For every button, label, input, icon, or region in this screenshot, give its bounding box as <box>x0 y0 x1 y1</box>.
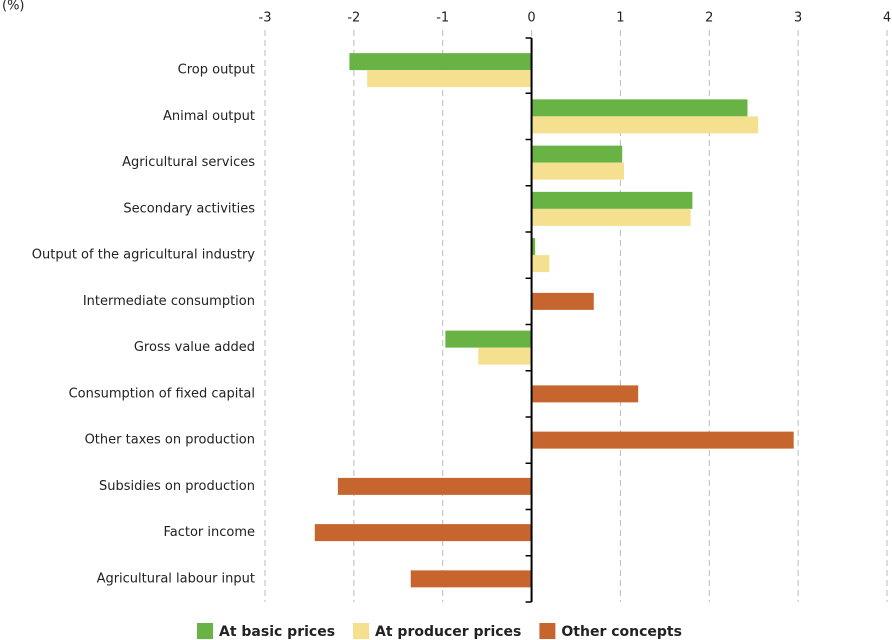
bar <box>445 330 532 348</box>
bar <box>337 477 532 495</box>
y-tick-label: Animal output <box>163 109 255 124</box>
y-tick-label: Agricultural services <box>122 155 255 170</box>
bar <box>531 255 550 273</box>
x-tick-label: 2 <box>705 11 713 26</box>
bar <box>531 99 748 117</box>
bar <box>531 145 623 163</box>
axis-label: (%) <box>2 0 25 14</box>
bar <box>531 162 624 180</box>
y-tick-label: Consumption of fixed capital <box>69 386 255 401</box>
bar <box>314 524 532 542</box>
bar <box>367 70 532 88</box>
y-tick-label: Other taxes on production <box>85 433 255 448</box>
bar <box>531 292 594 310</box>
x-tick-label: 1 <box>616 11 624 26</box>
legend-swatch <box>539 623 556 639</box>
legend-label: At basic prices <box>219 624 335 640</box>
y-tick-label: Crop output <box>178 63 255 78</box>
bar <box>531 238 536 256</box>
y-tick-label: Intermediate consumption <box>83 294 255 309</box>
y-tick-label: Agricultural labour input <box>97 571 255 586</box>
legend-label: At producer prices <box>375 624 521 640</box>
legend-swatch <box>353 623 370 639</box>
x-tick-label: -1 <box>436 11 449 26</box>
bar <box>531 116 759 134</box>
y-tick-label: Factor income <box>163 525 255 540</box>
bar <box>410 570 532 588</box>
legend-swatch <box>197 623 213 639</box>
bar <box>531 191 693 209</box>
y-tick-label: Subsidies on production <box>99 479 255 494</box>
x-tick-label: 3 <box>794 11 802 26</box>
bar <box>531 431 794 449</box>
legend-label: Other concepts <box>561 624 682 640</box>
y-tick-label: Gross value added <box>134 340 255 355</box>
x-tick-label: -3 <box>259 11 272 26</box>
bar <box>531 208 691 226</box>
bar <box>478 347 532 365</box>
bar <box>349 53 532 71</box>
y-tick-label: Secondary activities <box>123 201 255 216</box>
x-tick-label: 4 <box>883 11 891 26</box>
x-tick-label: 0 <box>527 11 535 26</box>
bar <box>531 385 639 403</box>
legend: At basic prices At producer prices Other c… <box>197 623 682 640</box>
x-tick-label: -2 <box>347 11 360 26</box>
y-tick-label: Output of the agricultural industry <box>32 248 256 263</box>
